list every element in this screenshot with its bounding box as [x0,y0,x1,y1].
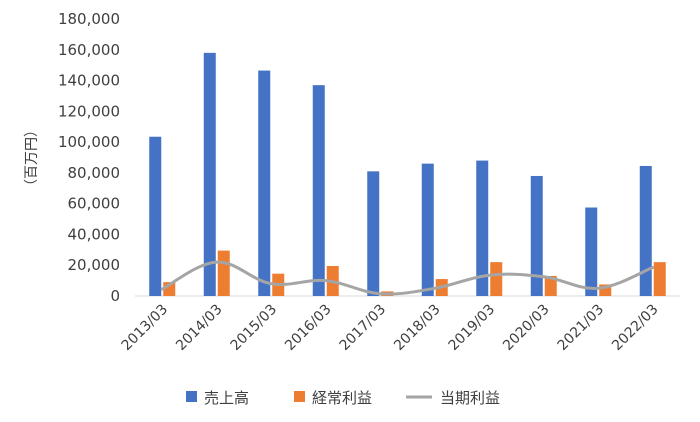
y-tick-label: 180,000 [58,10,120,28]
y-tick-label: 100,000 [58,133,120,151]
legend-swatch [294,391,305,402]
bar-sales [421,163,434,296]
y-tick-label: 140,000 [58,72,120,90]
line-net-income [160,260,655,296]
bar-sales [203,52,216,296]
bar-ordinary-profit [653,262,666,296]
bar-sales [149,136,162,296]
x-tick-label: 2020/03 [500,302,552,354]
y-tick-label: 0 [110,287,120,305]
bar-sales [312,85,325,296]
x-tick-label: 2021/03 [555,302,607,354]
x-tick-label: 2015/03 [228,302,280,354]
y-tick-label: 40,000 [68,225,121,243]
y-tick-label: 60,000 [68,195,121,213]
x-tick-label: 2017/03 [337,302,389,354]
legend-label: 当期利益 [440,389,500,407]
x-tick-label: 2018/03 [391,302,443,354]
x-tick-label: 2019/03 [446,302,498,354]
x-tick-label: 2016/03 [282,302,334,354]
y-tick-label: 160,000 [58,41,120,59]
bar-sales [367,171,380,296]
y-tick-label: 80,000 [68,164,121,182]
bar-ordinary-profit [544,275,557,296]
legend-label: 売上高 [204,389,249,407]
bar-sales [476,160,489,296]
bar-sales [258,70,271,296]
bar-sales [585,207,598,296]
bar-sales [530,175,543,296]
x-tick-label: 2014/03 [173,302,225,354]
bar-ordinary-profit [217,250,230,296]
legend-label: 経常利益 [312,389,372,407]
bar-ordinary-profit [599,284,612,296]
y-tick-label: 120,000 [58,102,120,120]
y-axis-label: （百万円） [24,123,40,193]
bar-sales [639,165,652,296]
y-tick-label: 20,000 [68,256,121,274]
bar-ordinary-profit [490,262,503,296]
x-tick-label: 2022/03 [609,302,661,354]
x-tick-label: 2013/03 [119,302,171,354]
legend-swatch [186,391,197,402]
